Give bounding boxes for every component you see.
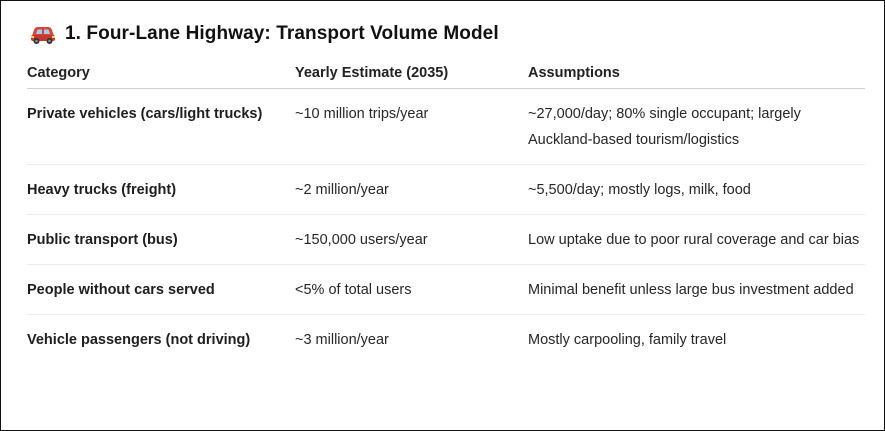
assumptions-cell: ~5,500/day; mostly logs, milk, food xyxy=(528,182,751,198)
category-cell: Heavy trucks (freight) xyxy=(27,182,177,198)
page-title: 1. Four-Lane Highway: Transport Volume M… xyxy=(65,23,499,44)
assumptions-cell: ~27,000/day; 80% single occupant; largel… xyxy=(528,106,801,148)
assumptions-cell: Low uptake due to poor rural coverage an… xyxy=(528,232,860,248)
category-cell: Private vehicles (cars/light trucks) xyxy=(27,106,263,122)
category-cell: Vehicle passengers (not driving) xyxy=(27,332,251,348)
category-cell: Public transport (bus) xyxy=(27,232,178,248)
table-row: Vehicle passengers (not driving) ~3 mill… xyxy=(27,315,865,365)
table-row: People without cars served <5% of total … xyxy=(27,264,865,315)
estimate-cell: ~150,000 users/year xyxy=(295,232,428,248)
transport-volume-table: Category Yearly Estimate (2035) Assumpti… xyxy=(27,58,865,364)
category-cell: People without cars served xyxy=(27,282,215,298)
table-row: Private vehicles (cars/light trucks) ~10… xyxy=(27,88,865,165)
assumptions-cell: Minimal benefit unless large bus investm… xyxy=(528,282,854,298)
estimate-cell: ~3 million/year xyxy=(295,332,389,348)
column-header-category: Category xyxy=(27,58,295,89)
table-row: Heavy trucks (freight) ~2 million/year ~… xyxy=(27,164,865,215)
assumptions-cell: Mostly carpooling, family travel xyxy=(528,332,727,348)
column-header-estimate: Yearly Estimate (2035) xyxy=(295,58,528,89)
section-heading: 1. Four-Lane Highway: Transport Volume M… xyxy=(29,23,499,45)
column-header-assumptions: Assumptions xyxy=(528,58,865,89)
table-header-row: Category Yearly Estimate (2035) Assumpti… xyxy=(27,58,865,89)
table-row: Public transport (bus) ~150,000 users/ye… xyxy=(27,214,865,265)
estimate-cell: ~2 million/year xyxy=(295,182,389,198)
estimate-cell: ~10 million trips/year xyxy=(295,106,429,122)
estimate-cell: <5% of total users xyxy=(295,282,412,298)
car-icon xyxy=(29,23,57,45)
